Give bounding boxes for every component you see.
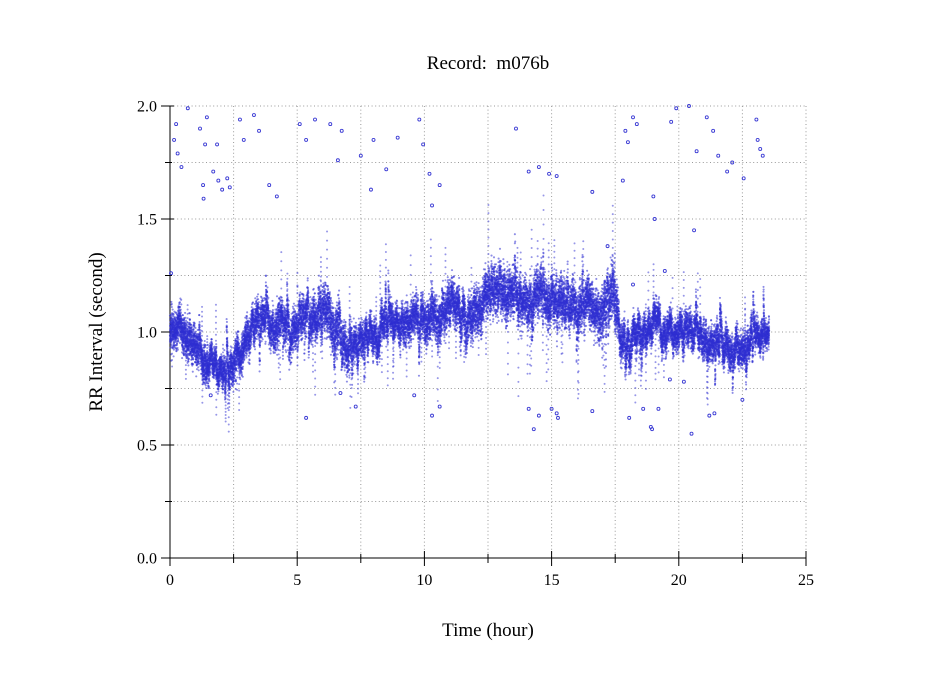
scatter-points-canvas	[0, 0, 949, 697]
chart-container: Record: m076b RR Interval (second) Time …	[0, 0, 949, 697]
